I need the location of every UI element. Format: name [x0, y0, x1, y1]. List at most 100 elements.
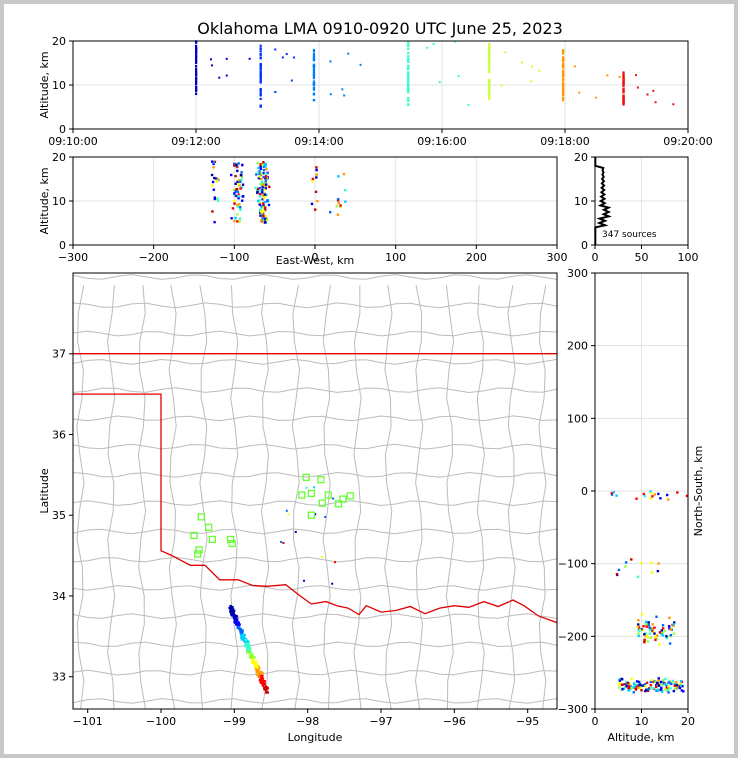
time-height-ytick-label: 10	[52, 79, 66, 92]
map-source-point	[233, 617, 236, 620]
time-height-source-point	[561, 57, 565, 60]
east-west-source-point	[263, 200, 266, 204]
county-line	[168, 285, 177, 709]
east-west-source-point	[212, 188, 216, 191]
time-height-source-point	[407, 71, 410, 74]
north-south-source-point	[637, 632, 640, 635]
county-line	[106, 285, 116, 709]
north-south-source-point	[657, 684, 661, 687]
time-height-source-point	[407, 51, 410, 55]
map-source-point	[241, 635, 244, 638]
north-south-source-point	[647, 621, 650, 624]
map-source-point	[260, 674, 263, 678]
east-west-source-point	[255, 173, 258, 176]
east-west-xtick-label: −300	[58, 251, 88, 264]
map-source-point	[259, 673, 263, 676]
time-height-source-point	[573, 65, 576, 68]
east-west-source-point	[236, 205, 240, 209]
east-west-source-point	[234, 216, 237, 220]
time-height-source-point	[488, 86, 491, 89]
map-source-point	[244, 643, 247, 646]
east-west-source-point	[339, 204, 342, 207]
map-source-point	[229, 607, 233, 610]
east-west-source-point	[213, 196, 217, 199]
north-south-source-point	[625, 682, 628, 686]
east-west-source-point	[265, 168, 268, 171]
east-west-source-point	[258, 195, 262, 198]
east-west-source-point	[256, 189, 259, 192]
north-south-source-point	[615, 572, 619, 576]
north-south-source-point	[667, 498, 670, 501]
east-west-source-point	[315, 176, 318, 179]
north-south-source-point	[650, 561, 653, 564]
time-height-source-point	[488, 57, 491, 60]
map-source-point	[324, 515, 327, 518]
north-south-source-point	[656, 634, 659, 637]
east-west-source-point	[216, 199, 220, 202]
east-west-source-point	[237, 162, 240, 165]
north-south-source-point	[656, 689, 660, 693]
east-west-source-point	[311, 179, 314, 183]
map-source-point	[282, 541, 285, 544]
time-height-source-point	[259, 80, 262, 83]
map-panel: −101 −100 −99 −98 −97 −96 −95 33 34 35 36 37 Longit…	[38, 272, 558, 744]
east-west-source-point	[261, 185, 264, 188]
north-south-ytick-label: 0	[581, 485, 588, 498]
county-line	[260, 285, 270, 709]
time-height-source-point	[622, 76, 625, 79]
time-height-source-point	[488, 53, 491, 57]
north-south-source-point	[653, 635, 657, 639]
map-source-point	[245, 644, 249, 648]
north-south-source-point	[660, 686, 663, 689]
map-source-point	[260, 670, 263, 674]
east-west-source-point	[234, 194, 238, 198]
north-south-source-point	[624, 680, 628, 684]
time-height-source-point	[488, 70, 491, 73]
time-height-source-point	[622, 94, 625, 97]
time-height-source-point	[622, 80, 625, 83]
east-west-source-point	[239, 173, 243, 177]
time-height-source-point	[312, 86, 316, 90]
north-south-source-point	[670, 682, 673, 686]
east-west-source-point	[262, 206, 265, 209]
map-source-point	[245, 637, 248, 641]
north-south-source-point	[661, 627, 665, 630]
east-west-source-point	[236, 190, 240, 194]
east-west-source-point	[240, 171, 243, 174]
time-height-source-point	[312, 68, 316, 71]
east-west-source-point	[236, 203, 239, 207]
north-south-source-point	[673, 621, 676, 624]
map-source-point	[238, 626, 241, 629]
north-south-source-point	[657, 562, 660, 565]
map-source-point	[232, 611, 235, 614]
north-south-ytick-label: −300	[558, 703, 588, 716]
north-south-source-point	[667, 685, 670, 688]
map-source-point	[240, 633, 243, 636]
time-height-source-point	[622, 90, 625, 93]
east-west-source-point	[315, 173, 318, 176]
time-height-source-point	[488, 78, 491, 82]
time-height-source-point	[622, 96, 625, 99]
north-south-ytick-label: 300	[567, 267, 588, 280]
east-west-source-point	[263, 208, 267, 212]
north-south-source-point	[663, 629, 666, 633]
map-source-point	[230, 611, 233, 615]
time-height-source-point	[195, 89, 198, 93]
time-height-source-point	[274, 91, 277, 94]
north-south-source-point	[679, 684, 683, 687]
map-source-point	[247, 648, 251, 651]
east-west-source-point	[237, 179, 241, 182]
north-south-source-point	[681, 684, 684, 688]
time-height-source-point	[538, 69, 541, 72]
time-height-source-point	[259, 78, 262, 81]
north-south-source-point	[669, 628, 672, 631]
time-height-source-point	[407, 79, 410, 82]
north-south-source-point	[649, 497, 652, 500]
time-height-source-point	[312, 88, 316, 91]
north-south-source-point	[621, 687, 624, 691]
county-line	[137, 285, 147, 709]
east-west-source-point	[238, 194, 241, 198]
east-west-source-point	[261, 191, 264, 194]
east-west-source-point	[337, 201, 340, 205]
time-height-ytick-label: 0	[59, 123, 66, 136]
